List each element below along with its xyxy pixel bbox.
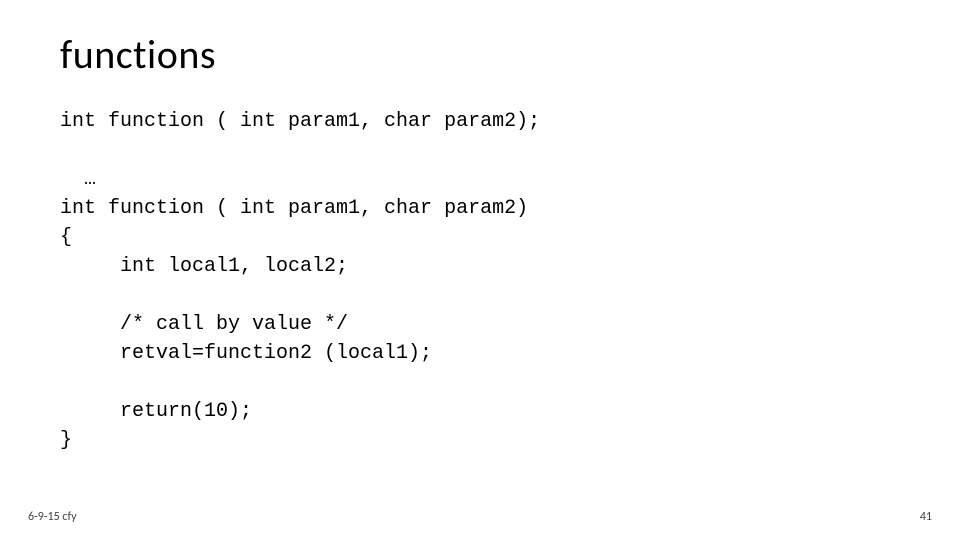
code-line: return(10); bbox=[60, 400, 252, 423]
slide-number: 41 bbox=[920, 510, 932, 524]
slide: functions int function ( int param1, cha… bbox=[0, 0, 960, 540]
code-line: … bbox=[60, 168, 96, 191]
code-line: int function ( int param1, char param2); bbox=[60, 110, 540, 133]
code-line: { bbox=[60, 226, 72, 249]
footer-date-author: 6-9-15 cfy bbox=[28, 510, 77, 524]
code-line: retval=function2 (local1); bbox=[60, 342, 432, 365]
slide-title: functions bbox=[60, 30, 900, 79]
code-line: int function ( int param1, char param2) bbox=[60, 197, 528, 220]
code-block: int function ( int param1, char param2);… bbox=[60, 107, 900, 455]
code-line: int local1, local2; bbox=[60, 255, 348, 278]
code-line: /* call by value */ bbox=[60, 313, 348, 336]
code-line: } bbox=[60, 429, 72, 452]
